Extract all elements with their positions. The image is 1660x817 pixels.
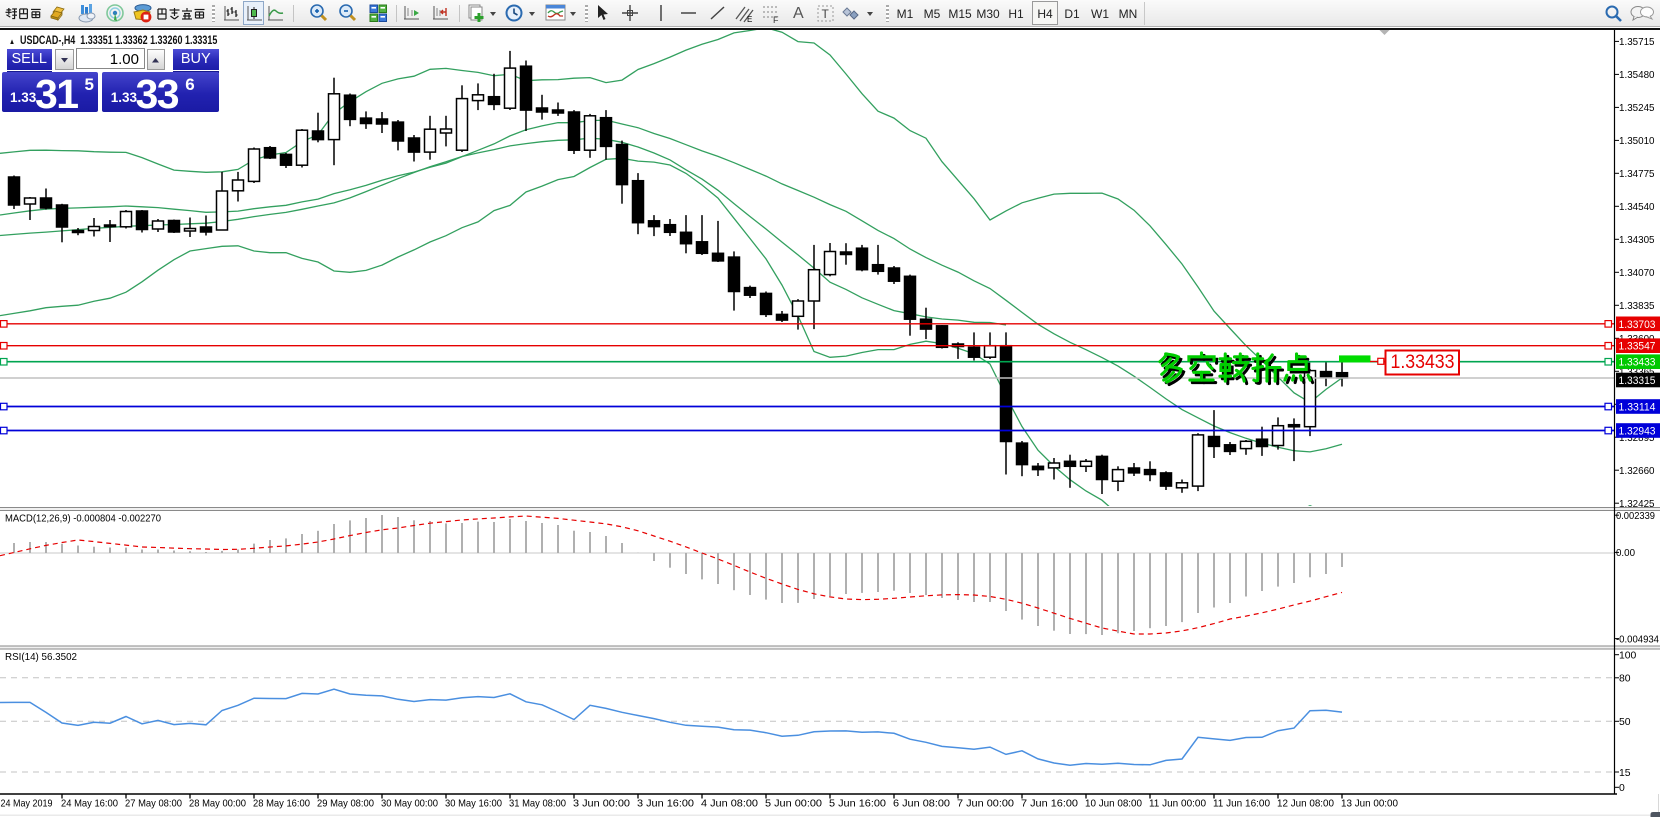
svg-text:1.35480: 1.35480 [1619,70,1655,81]
svg-text:28 May 00:00: 28 May 00:00 [189,799,246,810]
svg-text:1.35245: 1.35245 [1619,103,1655,114]
svg-text:15: 15 [1619,768,1631,779]
svg-text:27 May 08:00: 27 May 08:00 [125,799,182,810]
svg-text:24 May 2019: 24 May 2019 [1,799,53,810]
svg-text:1.32943: 1.32943 [1619,426,1656,438]
svg-text:1.33547: 1.33547 [1619,341,1656,353]
svg-text:1.32660: 1.32660 [1619,466,1655,477]
svg-text:5 Jun 16:00: 5 Jun 16:00 [829,799,886,810]
svg-text:E: E [747,15,752,24]
svg-text:0: 0 [1619,783,1625,794]
svg-text:MACD(12,26,9) -0.000804 -0.002: MACD(12,26,9) -0.000804 -0.002270 [5,514,161,525]
svg-text:24 May 16:00: 24 May 16:00 [61,799,118,810]
svg-text:1.34305: 1.34305 [1619,235,1655,246]
svg-text:1.34775: 1.34775 [1619,169,1655,180]
svg-text:11 Jun 00:00: 11 Jun 00:00 [1149,799,1206,810]
svg-text:1.33835: 1.33835 [1619,301,1655,312]
svg-text:1.35715: 1.35715 [1619,37,1655,48]
svg-text:3 Jun 00:00: 3 Jun 00:00 [573,799,630,810]
svg-text:1.34540: 1.34540 [1619,202,1655,213]
svg-text:10 Jun 08:00: 10 Jun 08:00 [1085,799,1142,810]
svg-text:1.34070: 1.34070 [1619,268,1655,279]
svg-text:RSI(14) 56.3502: RSI(14) 56.3502 [5,652,77,663]
svg-text:50: 50 [1619,717,1631,728]
svg-text:11 Jun 16:00: 11 Jun 16:00 [1213,799,1270,810]
svg-text:0.002339: 0.002339 [1616,511,1655,522]
svg-text:31 May 08:00: 31 May 08:00 [509,799,566,810]
svg-text:1.33433: 1.33433 [1619,357,1656,369]
svg-text:1.33114: 1.33114 [1619,402,1656,414]
svg-text:5 Jun 00:00: 5 Jun 00:00 [765,799,822,810]
svg-text:12 Jun 08:00: 12 Jun 08:00 [1277,799,1334,810]
svg-text:1.32895: 1.32895 [1619,433,1655,444]
svg-text:100: 100 [1619,651,1637,662]
svg-text:1.33433: 1.33433 [1391,352,1455,373]
svg-text:F: F [773,15,779,24]
svg-text:6 Jun 08:00: 6 Jun 08:00 [893,799,950,810]
svg-text:7 Jun 16:00: 7 Jun 16:00 [1021,799,1078,810]
svg-text:1.35010: 1.35010 [1619,136,1655,147]
svg-text:28 May 16:00: 28 May 16:00 [253,799,310,810]
svg-text:13 Jun 00:00: 13 Jun 00:00 [1341,799,1398,810]
svg-text:3 Jun 16:00: 3 Jun 16:00 [637,799,694,810]
svg-text:-0.004934: -0.004934 [1616,634,1659,645]
svg-text:30 May 00:00: 30 May 00:00 [381,799,438,810]
svg-text:1.33703: 1.33703 [1619,319,1656,331]
svg-text:4 Jun 08:00: 4 Jun 08:00 [701,799,758,810]
svg-text:T: T [822,7,830,21]
svg-text:1.33315: 1.33315 [1619,375,1656,387]
svg-text:29 May 08:00: 29 May 08:00 [317,799,374,810]
svg-text:80: 80 [1619,674,1631,685]
svg-text:30 May 16:00: 30 May 16:00 [445,799,502,810]
svg-text:7 Jun 00:00: 7 Jun 00:00 [957,799,1014,810]
svg-text:0.00: 0.00 [1616,548,1635,559]
svg-text:1.32425: 1.32425 [1619,499,1655,510]
svg-text:1.33365: 1.33365 [1619,367,1655,378]
